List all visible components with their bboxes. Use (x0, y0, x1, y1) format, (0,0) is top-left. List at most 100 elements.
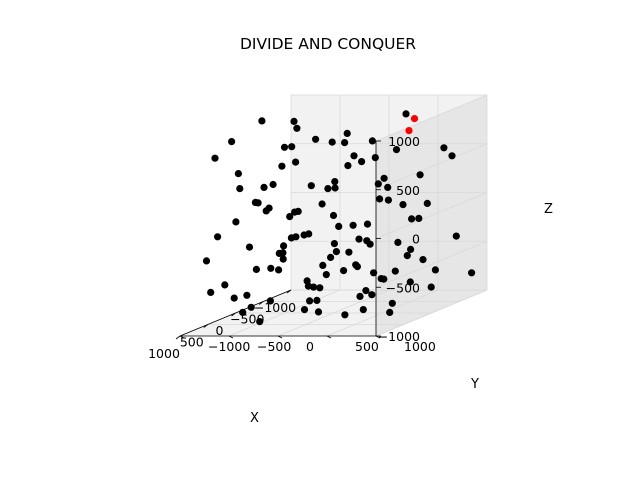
data-point (431, 266, 439, 274)
data-point (318, 200, 326, 208)
y-tick-mark (277, 335, 283, 339)
data-point (331, 178, 339, 186)
data-point (388, 299, 396, 307)
data-point (279, 255, 287, 263)
z-tick-label: 0 (412, 232, 420, 247)
z-gridline (375, 289, 488, 337)
data-point (254, 199, 262, 207)
data-point (332, 248, 340, 256)
data-point (380, 174, 388, 182)
data-point (306, 297, 314, 305)
data-point (340, 267, 348, 275)
data-points (202, 110, 476, 326)
data-point (427, 283, 435, 291)
data-point (269, 180, 277, 189)
x-tick-label: 1000 (148, 346, 180, 361)
data-point (324, 185, 332, 193)
data-point (267, 264, 275, 272)
data-point (279, 249, 287, 257)
data-point (371, 154, 379, 162)
data-point (290, 117, 298, 125)
y-axis-label: Y (470, 377, 479, 392)
data-point (234, 170, 242, 178)
data-point (327, 253, 335, 261)
data-point (245, 243, 254, 251)
data-point (319, 261, 327, 269)
y-gridline (228, 289, 341, 337)
data-point (288, 143, 296, 151)
chart-title: DIVIDE AND CONQUER (240, 35, 416, 53)
data-point (468, 269, 476, 277)
y-tick-label: −1000 (208, 339, 250, 354)
data-point (370, 269, 378, 277)
data-point (402, 110, 410, 118)
data-point (345, 248, 353, 256)
data-point (376, 195, 384, 203)
data-point (262, 207, 270, 215)
data-point (236, 185, 244, 193)
y-tick-label: 500 (355, 339, 379, 354)
data-point (355, 235, 363, 243)
data-point (202, 257, 211, 265)
data-point (349, 221, 357, 229)
data-point (280, 143, 289, 151)
data-point (386, 308, 394, 316)
data-point (440, 144, 448, 152)
data-point (294, 207, 302, 215)
x-tick-label: 0 (216, 323, 224, 338)
x-tick-mark (286, 289, 292, 294)
z-gridline (375, 143, 488, 191)
data-point (341, 311, 349, 319)
data-point (243, 291, 251, 299)
data-point (322, 271, 330, 279)
data-point (292, 233, 300, 241)
data-point (292, 158, 300, 166)
data-point (286, 213, 294, 221)
data-point (368, 291, 376, 299)
data-point (228, 138, 236, 146)
data-point (214, 233, 222, 241)
data-point (211, 154, 219, 162)
data-point (278, 162, 286, 170)
data-point (314, 308, 323, 316)
data-point (416, 171, 424, 179)
y-tick-label: −500 (257, 339, 291, 354)
y-gridline (326, 289, 439, 337)
data-point (230, 294, 238, 302)
data-point (239, 308, 247, 316)
data-point (448, 152, 456, 160)
x-tick-label: −500 (230, 312, 264, 327)
data-point (419, 256, 427, 264)
y-tick-mark (228, 335, 234, 339)
z-tick-label: 1000 (388, 134, 420, 149)
data-point (330, 240, 338, 248)
data-point (328, 138, 336, 146)
y-tick-label: 1000 (404, 339, 436, 354)
z-gridline (375, 240, 488, 288)
data-point (363, 220, 372, 228)
data-point (407, 245, 415, 253)
z-tick-label: −500 (386, 280, 420, 295)
data-point (232, 218, 240, 226)
z-tick-label: −1000 (378, 329, 420, 344)
data-point (384, 183, 392, 191)
z-gridline (375, 192, 488, 239)
data-point (392, 146, 401, 154)
x-tick-mark (203, 324, 208, 328)
y-tick-mark (326, 335, 332, 339)
data-point (356, 292, 364, 300)
data-point (408, 215, 416, 223)
data-point (359, 306, 367, 314)
data-point (362, 287, 370, 295)
data-point (275, 266, 283, 274)
data-point (403, 252, 411, 260)
data-point (368, 137, 376, 145)
data-point (343, 129, 351, 137)
data-point (247, 303, 255, 311)
data-point (300, 306, 309, 314)
y-tick-label: 0 (306, 339, 314, 354)
data-point (329, 211, 338, 220)
data-point (394, 238, 402, 246)
